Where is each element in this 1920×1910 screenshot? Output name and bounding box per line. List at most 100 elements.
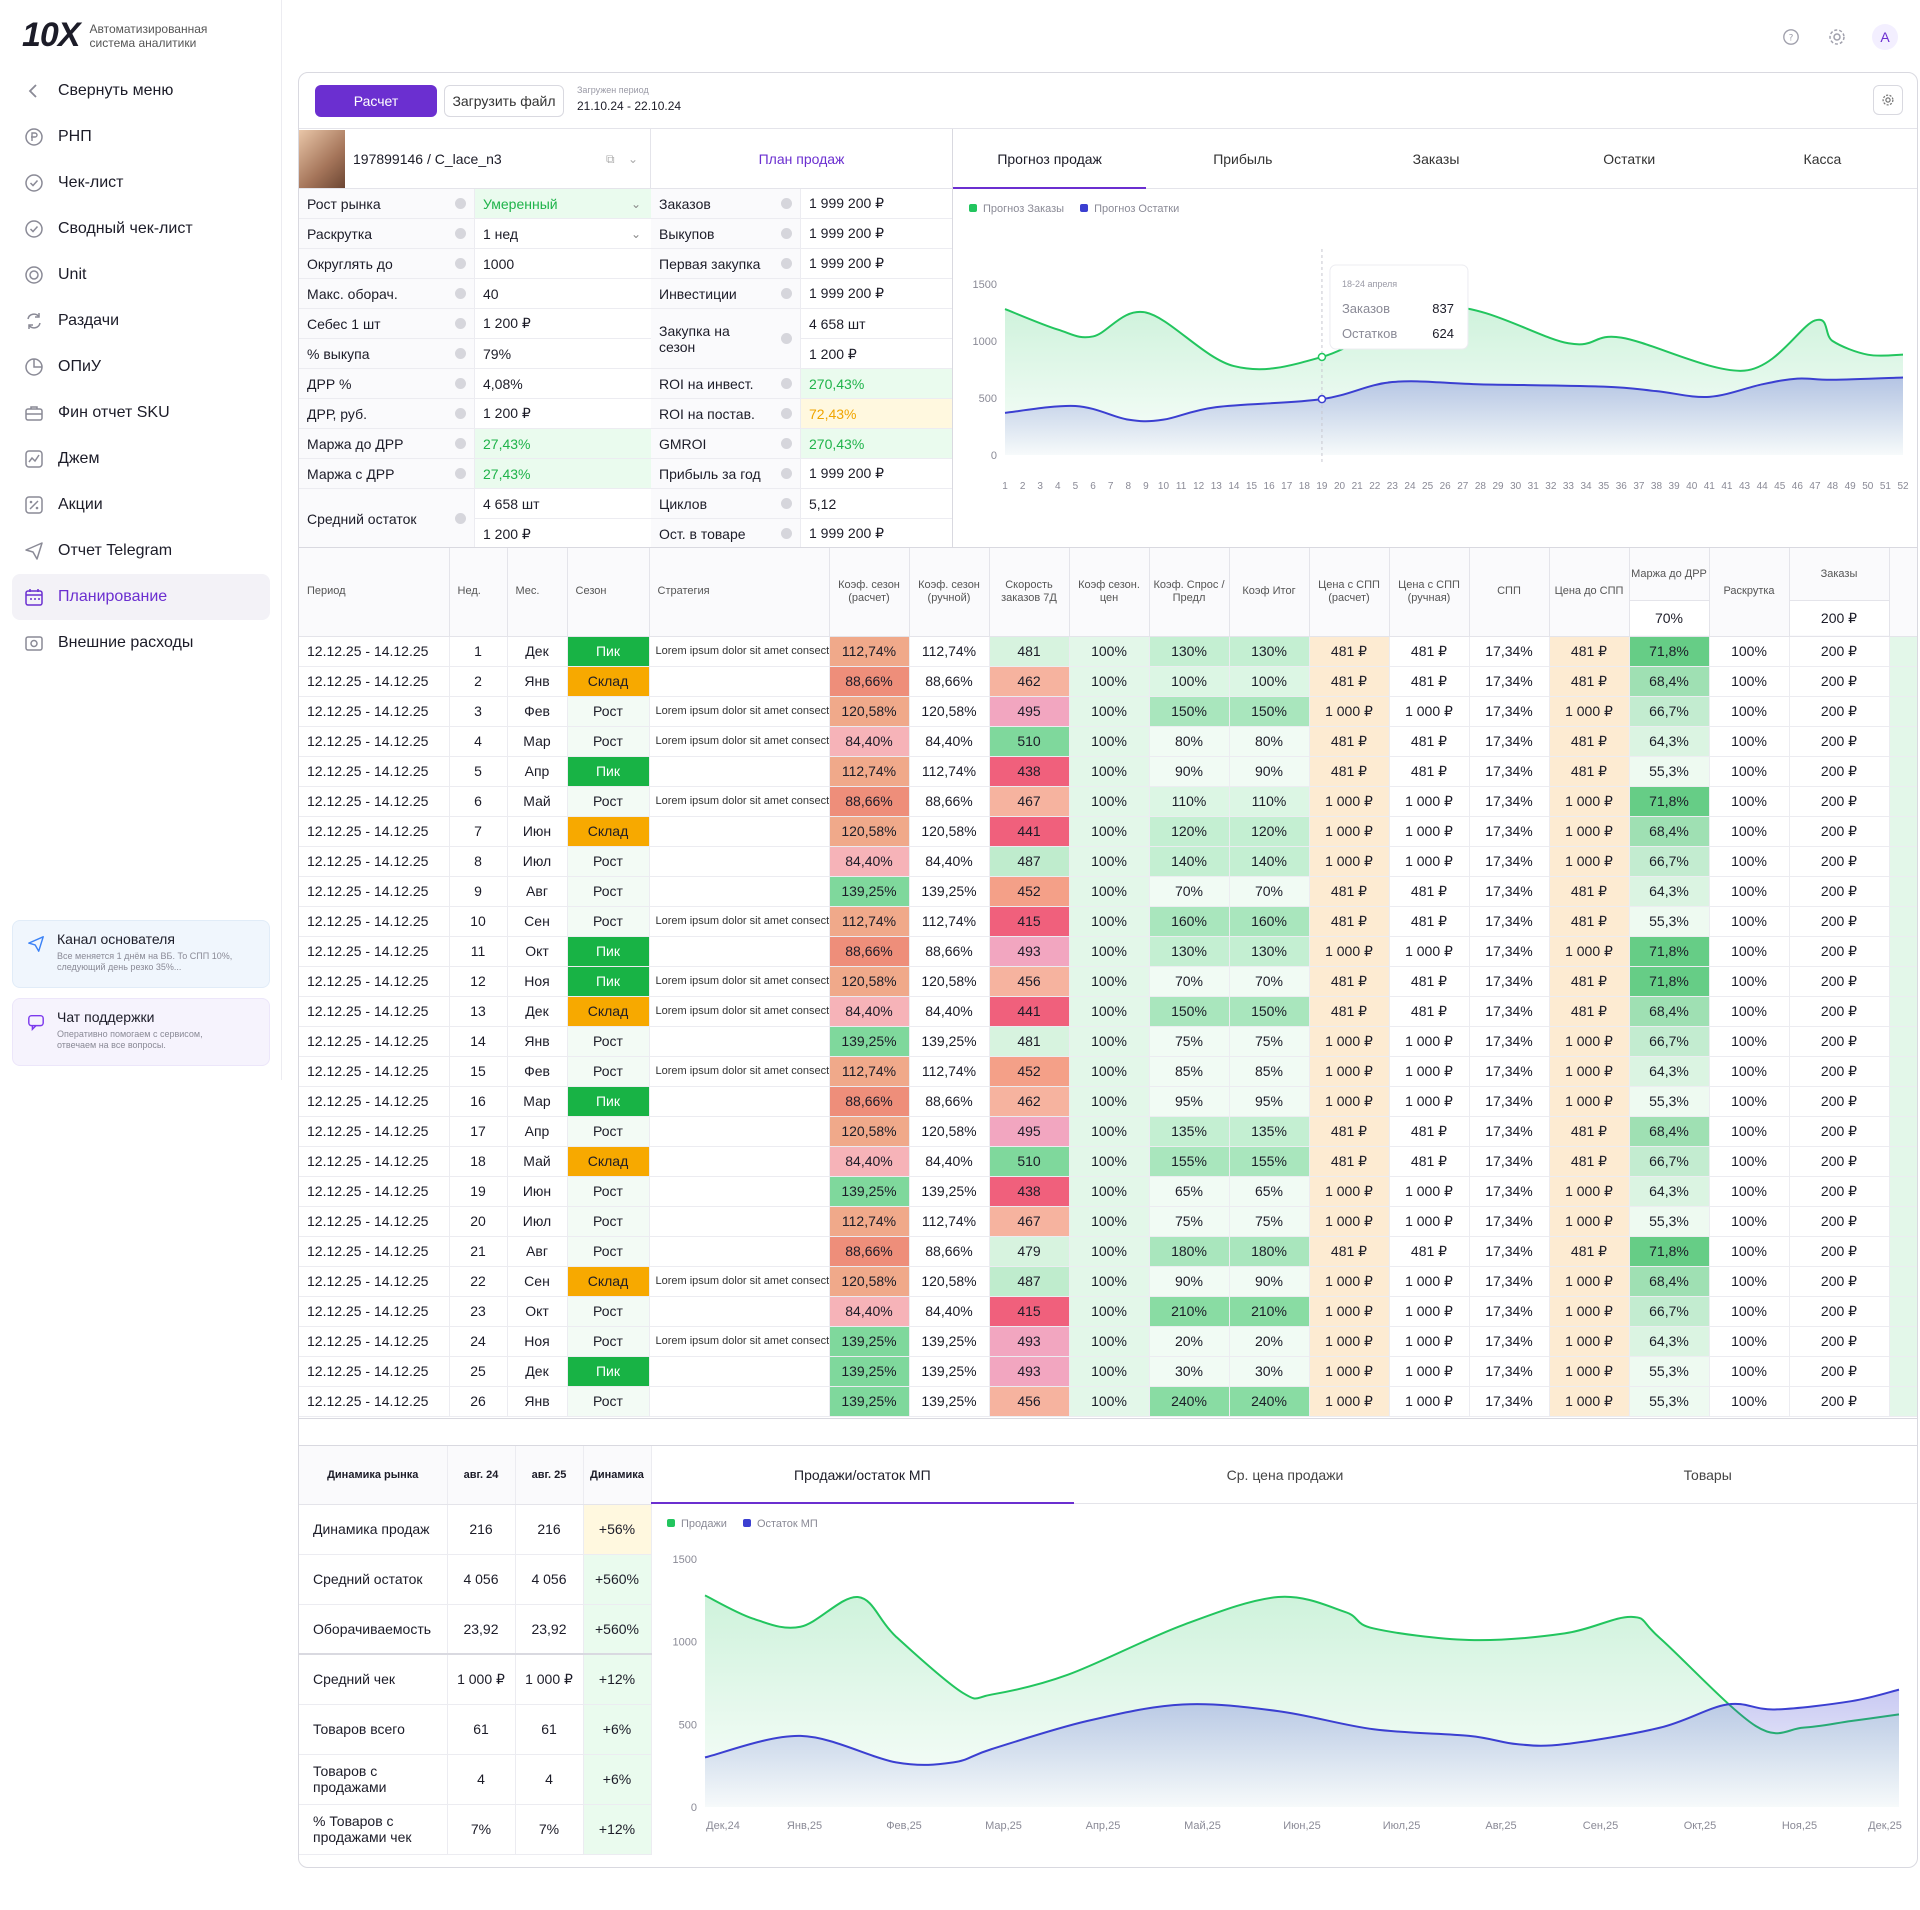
tab-bottom-0[interactable]: Продажи/остаток МП [651, 1446, 1074, 1504]
info-icon[interactable] [781, 378, 792, 389]
table-cell[interactable]: 1 000 ₽ [1389, 696, 1470, 727]
chevron-down-icon[interactable]: ⌄ [628, 151, 639, 166]
table-cell[interactable]: 481 ₽ [1389, 996, 1470, 1027]
table-cell[interactable]: 139,25% [909, 1026, 990, 1057]
table-cell[interactable]: 112,74% [909, 756, 990, 787]
table-cell[interactable]: Lorem ipsum dolor sit amet consectetur. … [649, 996, 830, 1027]
table-cell[interactable]: Lorem ipsum dolor sit amet consectetur. … [649, 786, 830, 817]
column-header[interactable]: Период [299, 548, 450, 637]
table-cell[interactable]: 481 ₽ [1389, 756, 1470, 787]
table-cell[interactable]: 1 000 ₽ [1389, 1206, 1470, 1237]
column-header[interactable]: СПП [1469, 548, 1550, 637]
table-cell[interactable]: Lorem ipsum dolor sit amet consectetur. … [649, 906, 830, 937]
sidebar-item-6[interactable]: ОПиУ [12, 344, 270, 390]
table-cell[interactable]: 84,40% [909, 1296, 990, 1327]
sidebar-item-12[interactable]: Внешние расходы [12, 620, 270, 666]
tab-chart-0[interactable]: Прогноз продаж [953, 129, 1147, 189]
table-cell[interactable]: 1 000 ₽ [1389, 1086, 1470, 1117]
tab-bottom-2[interactable]: Товары [1683, 1466, 1732, 1483]
sidebar-item-0[interactable]: Свернуть меню [12, 68, 270, 114]
info-icon[interactable] [455, 513, 466, 524]
table-cell[interactable] [649, 1086, 830, 1117]
upload-file-button[interactable]: Загрузить файл [444, 85, 564, 117]
panel-settings-button[interactable] [1873, 85, 1903, 115]
table-cell[interactable]: 84,40% [909, 726, 990, 757]
tab-chart-2[interactable]: Заказы [1412, 150, 1460, 167]
info-icon[interactable] [781, 198, 792, 209]
table-cell[interactable]: 1 000 ₽ [1389, 786, 1470, 817]
table-cell[interactable] [649, 816, 830, 847]
info-icon[interactable] [781, 528, 792, 539]
info-icon[interactable] [455, 228, 466, 239]
table-cell[interactable] [649, 1356, 830, 1387]
table-cell[interactable] [649, 1206, 830, 1237]
table-cell[interactable]: 120,58% [909, 966, 990, 997]
info-icon[interactable] [781, 438, 792, 449]
table-cell[interactable]: 112,74% [909, 1206, 990, 1237]
table-cell[interactable]: 481 ₽ [1389, 666, 1470, 697]
sidebar-item-3[interactable]: Сводный чек-лист [12, 206, 270, 252]
info-icon[interactable] [455, 378, 466, 389]
table-cell[interactable] [649, 1296, 830, 1327]
table-cell[interactable] [649, 1176, 830, 1207]
info-icon[interactable] [455, 318, 466, 329]
table-cell[interactable]: 1 000 ₽ [1389, 936, 1470, 967]
table-cell[interactable]: 112,74% [909, 906, 990, 937]
sidebar-item-7[interactable]: Фин отчет SKU [12, 390, 270, 436]
product-selector[interactable]: 197899146 / C_lace_n3 ⧉ ⌄ [299, 129, 651, 189]
table-cell[interactable]: 139,25% [909, 876, 990, 907]
table-cell[interactable]: 1 000 ₽ [1389, 1176, 1470, 1207]
table-cell[interactable]: 88,66% [909, 1086, 990, 1117]
table-cell[interactable]: Lorem ipsum dolor sit amet consectetur. … [649, 636, 830, 667]
column-header[interactable]: Нед. [449, 548, 508, 637]
tab-chart-1[interactable]: Прибыль [1213, 150, 1273, 167]
info-icon[interactable] [781, 228, 792, 239]
table-cell[interactable]: 1 000 ₽ [1389, 1356, 1470, 1387]
table-cell[interactable]: 139,25% [909, 1386, 990, 1417]
table-cell[interactable]: 112,74% [909, 636, 990, 667]
info-icon[interactable] [455, 198, 466, 209]
help-icon[interactable]: ? [1780, 26, 1802, 48]
table-cell[interactable]: 481 ₽ [1389, 906, 1470, 937]
table-cell[interactable]: 481 ₽ [1389, 1236, 1470, 1267]
table-cell[interactable]: 1 000 ₽ [1389, 816, 1470, 847]
table-cell[interactable]: Lorem ipsum dolor sit amet consectetur. … [649, 966, 830, 997]
user-avatar[interactable]: A [1872, 24, 1898, 50]
param-value[interactable]: 1 нед ⌄ [475, 219, 651, 248]
table-cell[interactable]: 481 ₽ [1389, 726, 1470, 757]
table-cell[interactable]: 84,40% [909, 996, 990, 1027]
sidebar-item-2[interactable]: Чек-лист [12, 160, 270, 206]
info-icon[interactable] [455, 288, 466, 299]
table-cell[interactable]: 481 ₽ [1389, 876, 1470, 907]
column-header[interactable]: Коэф сезон. цен [1069, 548, 1150, 637]
table-cell[interactable] [649, 876, 830, 907]
table-cell[interactable] [649, 1386, 830, 1417]
table-cell[interactable]: Lorem ipsum dolor sit amet consectetur. … [649, 696, 830, 727]
table-cell[interactable] [649, 846, 830, 877]
table-cell[interactable]: 1 000 ₽ [1389, 1266, 1470, 1297]
table-cell[interactable]: 84,40% [909, 846, 990, 877]
table-cell[interactable]: 1 000 ₽ [1389, 1026, 1470, 1057]
table-cell[interactable]: 481 ₽ [1389, 636, 1470, 667]
table-cell[interactable]: 120,58% [909, 696, 990, 727]
table-cell[interactable]: 88,66% [909, 666, 990, 697]
table-cell[interactable]: 481 ₽ [1389, 966, 1470, 997]
sidebar-item-1[interactable]: РНП [12, 114, 270, 160]
info-icon[interactable] [455, 258, 466, 269]
tab-bottom-1[interactable]: Ср. цена продажи [1226, 1466, 1344, 1483]
table-cell[interactable]: 139,25% [909, 1176, 990, 1207]
sidebar-item-4[interactable]: Unit [12, 252, 270, 298]
column-header[interactable]: Коэф. сезон (расчет) [829, 548, 910, 637]
table-cell[interactable]: 1 000 ₽ [1389, 1386, 1470, 1417]
info-icon[interactable] [781, 258, 792, 269]
info-icon[interactable] [455, 438, 466, 449]
column-header[interactable]: Маржа до ДРР 70% [1629, 548, 1710, 637]
column-header[interactable]: Сезон [567, 548, 650, 637]
table-cell[interactable] [649, 756, 830, 787]
table-cell[interactable]: 120,58% [909, 1116, 990, 1147]
table-cell[interactable]: 481 ₽ [1389, 1146, 1470, 1177]
table-cell[interactable]: 139,25% [909, 1326, 990, 1357]
column-header[interactable]: Коэф Итог [1229, 548, 1310, 637]
copy-icon[interactable]: ⧉ [606, 151, 615, 166]
table-cell[interactable]: 139,25% [909, 1356, 990, 1387]
